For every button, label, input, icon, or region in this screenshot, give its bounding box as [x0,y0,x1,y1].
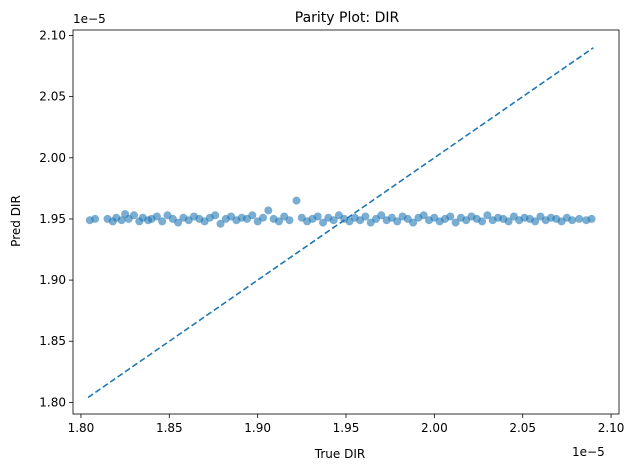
scatter-point [319,218,327,227]
scatter-point [504,217,513,226]
scatter-point [259,213,267,222]
scatter-point [575,214,584,223]
plot-area [85,47,596,399]
scatter-point [152,212,161,221]
y-tick-label: 1.95 [39,212,66,226]
scatter-point [313,212,322,221]
scatter-point [174,218,183,227]
scatter-point [419,211,428,220]
parity-line [87,47,594,399]
y-offset-text: 1e−5 [73,12,106,26]
scatter-point [446,212,455,221]
scatter-point [361,212,370,221]
x-tick-label: 2.05 [509,421,536,435]
scatter-point [393,217,402,226]
x-offset-text: 1e−5 [572,445,605,459]
x-tick-label: 2.00 [421,421,448,435]
y-tick-label: 2.10 [39,29,66,43]
y-tick-label: 1.85 [39,334,66,348]
x-axis-label: True DIR [314,447,365,461]
scatter-point [531,217,540,226]
scatter-point [248,211,257,220]
y-axis-label: Pred DIR [9,195,23,247]
scatter-point [216,219,225,228]
scatter-point [478,217,487,226]
scatter-point [568,216,577,225]
scatter-point [285,216,294,225]
scatter-point [130,211,138,220]
scatter-point [274,217,283,226]
x-tick-label: 1.80 [68,421,95,435]
y-tick-label: 2.05 [39,90,66,104]
chart-title: Parity Plot: DIR [295,10,400,26]
scatter-point [409,218,418,227]
scatter-point [211,211,220,220]
scatter-point [451,218,460,227]
scatter-point [158,217,167,226]
y-tick-label: 1.80 [39,395,66,409]
y-tick-label: 2.00 [39,151,66,165]
x-tick-label: 1.95 [333,421,360,435]
scatter-point [377,211,386,220]
scatter-point [91,214,100,223]
x-tick-label: 2.10 [598,421,625,435]
x-tick-label: 1.85 [156,421,183,435]
scatter-point [117,216,126,225]
scatter-point [292,196,301,205]
scatter-point [587,214,596,223]
y-tick-label: 1.90 [39,273,66,287]
x-tick-label: 1.90 [244,421,271,435]
scatter-point [483,211,492,220]
scatter-point [264,206,273,215]
scatter-point [329,216,338,225]
